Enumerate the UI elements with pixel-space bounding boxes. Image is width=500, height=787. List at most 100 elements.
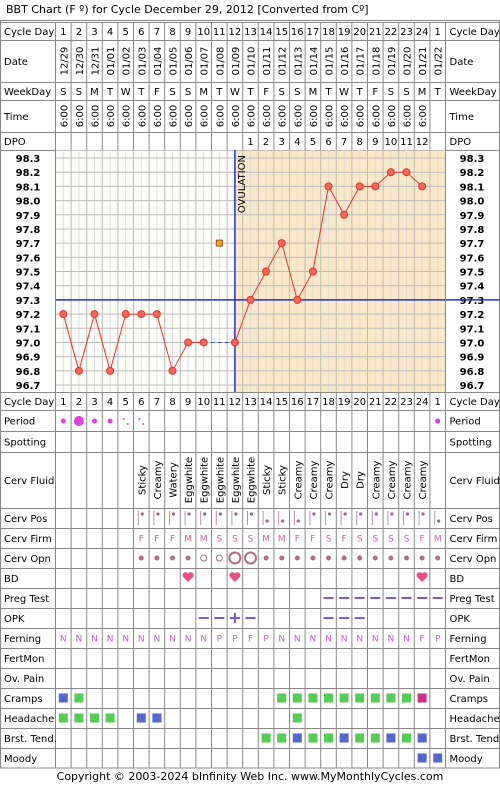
time: 6:00 [356, 105, 367, 127]
cerv-opn [310, 555, 316, 561]
dpo: 10 [385, 137, 398, 148]
cycle-day: 8 [169, 27, 175, 38]
cycle-day: 11 [213, 397, 226, 408]
weekday: T [215, 87, 223, 98]
symptom-square [152, 713, 162, 723]
temperature-point [355, 182, 364, 191]
cerv-fluid: Eggwhite [231, 457, 242, 503]
symptom-square [277, 733, 287, 743]
cycle-day: 22 [385, 397, 398, 408]
ferning: N [154, 635, 161, 645]
temperature-point [230, 338, 239, 347]
symptom-square [58, 693, 68, 703]
row-label-right: Period [450, 417, 481, 428]
symptom-square [308, 693, 318, 703]
cerv-pos-dot [218, 512, 222, 516]
date: 01/14 [309, 47, 320, 76]
date: 01/19 [387, 47, 398, 76]
cycle-day: 19 [338, 27, 351, 38]
symptom-square [355, 733, 365, 743]
time: 6:00 [325, 105, 336, 127]
cycle-day: 1 [435, 27, 441, 38]
y-tick-label: 96.9 [16, 353, 41, 364]
row-label-right: Spotting [450, 438, 492, 449]
cycle-day: 17 [307, 27, 320, 38]
cerv-pos-dot [203, 512, 207, 516]
row-label: Cerv Fluid [4, 476, 54, 487]
dpo: 3 [279, 137, 285, 148]
ferning: N [60, 635, 67, 645]
cerv-firm: S [232, 535, 238, 545]
y-tick-label-right: 97.8 [460, 225, 485, 236]
cerv-pos-dot [234, 512, 238, 516]
cerv-firm: M [434, 535, 442, 545]
cerv-firm: F [170, 535, 175, 545]
weekday: F [263, 87, 269, 98]
ferning: P [435, 635, 441, 645]
cerv-opn [185, 555, 191, 561]
row-label-right: Ferning [450, 634, 487, 645]
date: 01/13 [293, 47, 304, 76]
dpo: 7 [341, 137, 347, 148]
time: 6:00 [122, 105, 133, 127]
date: 01/17 [356, 47, 367, 76]
date: 01/15 [325, 47, 336, 76]
symptom-square [136, 713, 146, 723]
cerv-fluid: Creamy [387, 461, 398, 500]
symptom-square [417, 753, 427, 763]
cerv-firm: S [388, 535, 394, 545]
cerv-firm: F [420, 535, 425, 545]
cycle-day: 20 [353, 397, 366, 408]
y-tick-label: 97.6 [16, 253, 41, 264]
cerv-fluid: Creamy [325, 461, 336, 500]
time: 6:00 [309, 105, 320, 127]
y-tick-label: 97.8 [16, 225, 41, 236]
date: 01/20 [403, 47, 414, 76]
cerv-pos-dot [249, 512, 254, 516]
weekday: T [106, 87, 114, 98]
row-label: Cycle Day [4, 397, 54, 408]
time: 6:00 [137, 105, 148, 127]
symptom-square [105, 713, 115, 723]
symptom-square [292, 713, 302, 723]
cerv-pos-dot [374, 512, 378, 516]
symptom-square [339, 693, 349, 703]
cerv-opn [294, 555, 300, 561]
cycle-day: 10 [197, 27, 210, 38]
temperature-point [324, 182, 333, 191]
date: 12/29 [59, 47, 70, 76]
cerv-pos-dot [281, 519, 285, 523]
y-tick-label-right: 97.9 [460, 211, 485, 222]
row-label-right: Brst. Tend. [450, 734, 500, 745]
cerv-fluid: Dry [340, 471, 351, 489]
row-label: OPK [4, 614, 25, 625]
ferning: N [107, 635, 114, 645]
cerv-firm: S [326, 535, 332, 545]
y-tick-label-right: 97.4 [460, 282, 485, 293]
date: 01/06 [184, 47, 195, 76]
cycle-day: 4 [107, 397, 113, 408]
date: 01/04 [153, 47, 164, 76]
cerv-fluid: Eggwhite [247, 457, 258, 503]
cerv-opn [435, 555, 441, 561]
temperature-point [386, 168, 395, 177]
cerv-firm: S [248, 535, 254, 545]
symptom-square [386, 693, 396, 703]
date: 01/10 [247, 47, 258, 76]
cerv-firm: F [139, 535, 144, 545]
y-tick-label: 97.9 [16, 211, 41, 222]
cerv-pos-dot [171, 512, 176, 516]
y-tick-label-right: 96.8 [460, 367, 485, 378]
symptom-square [370, 693, 380, 703]
time: 6:00 [387, 105, 398, 127]
row-label: Ferning [4, 634, 41, 645]
date: 12/31 [91, 47, 102, 76]
ferning: N [91, 635, 98, 645]
period-dot [73, 416, 84, 426]
y-tick-label-right: 97.2 [460, 310, 485, 321]
cycle-day: 24 [416, 27, 429, 38]
cycle-day: 22 [385, 27, 398, 38]
cycle-day: 2 [76, 397, 82, 408]
cerv-firm: M [278, 535, 286, 545]
